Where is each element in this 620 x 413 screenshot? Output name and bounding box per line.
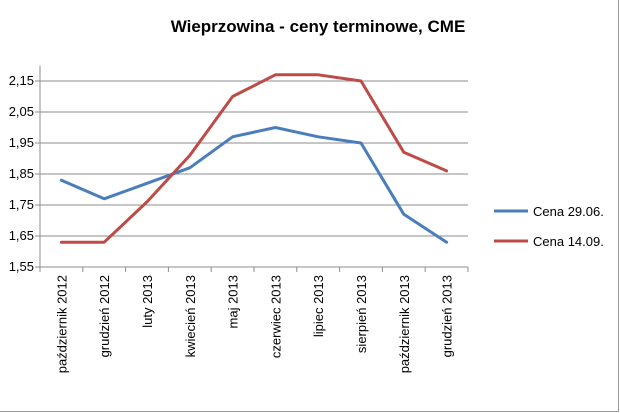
x-axis-tick-labels: październik 2012 grudzień 2012 luty 2013 kw… [54, 275, 454, 373]
y-tick-label: 1,75 [9, 197, 34, 212]
y-axis-tick-labels: 1,55 1,65 1,75 1,85 1,95 2,05 2,15 [9, 73, 34, 274]
y-tick-label: 2,15 [9, 73, 34, 88]
y-tick-label: 2,05 [9, 104, 34, 119]
x-tick-label: czerwiec 2013 [268, 275, 283, 358]
gridlines [40, 80, 468, 237]
x-tick-label: październik 2012 [54, 275, 69, 373]
axes [35, 65, 469, 272]
legend: Cena 29.06. Cena 14.09. [494, 204, 604, 249]
x-tick-label: grudzień 2013 [440, 275, 455, 357]
legend-label: Cena 29.06. [533, 204, 604, 219]
x-tick-label: lipiec 2013 [311, 275, 326, 337]
x-tick-label: luty 2013 [140, 275, 155, 328]
chart-title: Wieprzowina - ceny terminowe, CME [171, 17, 466, 36]
series-lines [59, 73, 449, 244]
y-tick-label: 1,55 [9, 259, 34, 274]
x-tick-label: grudzień 2012 [97, 275, 112, 357]
y-tick-label: 1,95 [9, 135, 34, 150]
x-tick-label: maj 2013 [226, 275, 241, 328]
x-tick-label: kwiecień 2013 [183, 275, 198, 357]
series-line-2 [59, 73, 449, 244]
legend-label: Cena 14.09. [533, 234, 604, 249]
series-line-1 [59, 126, 449, 244]
y-tick-label: 1,85 [9, 166, 34, 181]
y-tick-label: 1,65 [9, 228, 34, 243]
x-tick-label: sierpień 2013 [354, 275, 369, 353]
x-tick-label: październik 2013 [397, 275, 412, 373]
